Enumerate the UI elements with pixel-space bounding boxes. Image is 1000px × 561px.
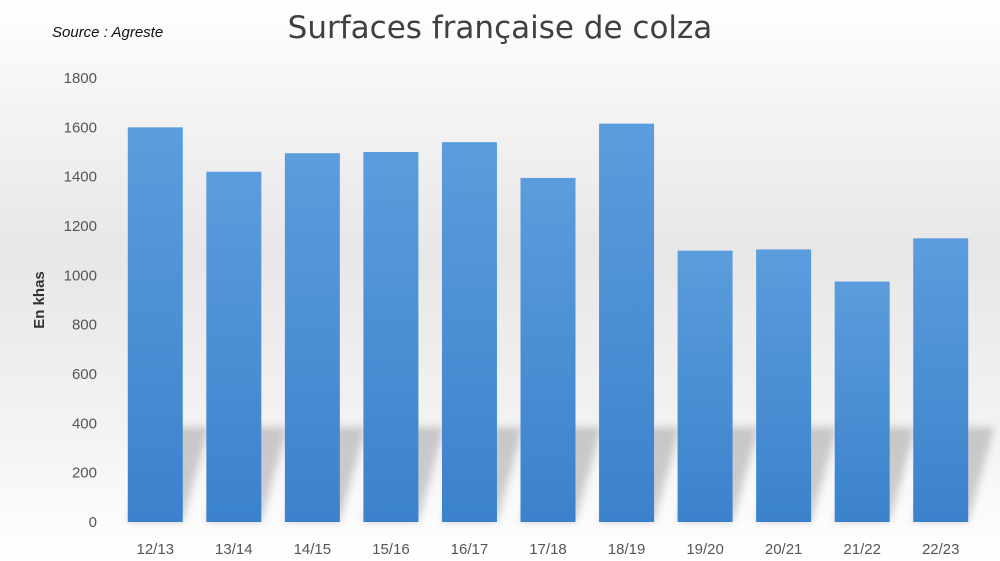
y-axis-label: En khas [31, 271, 48, 329]
bar [206, 171, 262, 522]
bar [284, 153, 340, 522]
y-tick-label: 0 [89, 514, 97, 531]
bar [441, 142, 497, 522]
x-tick-label: 18/19 [608, 541, 646, 558]
bars [127, 123, 969, 523]
y-tick-label: 1800 [64, 70, 97, 87]
x-tick-label: 12/13 [136, 541, 174, 558]
bar [756, 249, 812, 522]
bar [834, 281, 890, 522]
x-tick-label: 20/21 [765, 541, 803, 558]
bar [520, 177, 576, 522]
x-tick-label: 21/22 [843, 541, 881, 558]
y-tick-label: 800 [72, 317, 97, 334]
y-tick-label: 400 [72, 415, 97, 432]
y-tick-label: 1000 [64, 267, 97, 284]
x-tick-label: 13/14 [215, 541, 253, 558]
bar [677, 250, 733, 522]
bar [127, 127, 183, 522]
bar [913, 238, 969, 523]
x-tick-label: 15/16 [372, 541, 410, 558]
chart-source: Source : Agreste [52, 24, 164, 41]
bar [363, 152, 419, 522]
chart-title: Surfaces française de colza [287, 10, 713, 46]
x-axis-ticks: 12/13 13/14 14/15 15/16 16/17 17/18 18/19 19/20… [136, 541, 959, 558]
x-tick-label: 19/20 [686, 541, 724, 558]
x-tick-label: 17/18 [529, 541, 567, 558]
x-tick-label: 16/17 [451, 541, 489, 558]
y-tick-label: 1400 [64, 169, 97, 186]
x-tick-label: 14/15 [294, 541, 332, 558]
y-tick-label: 600 [72, 366, 97, 383]
y-axis-ticks: 0 200 400 600 800 1000 1200 1400 1600 1800 [64, 70, 97, 531]
y-tick-label: 200 [72, 465, 97, 482]
y-tick-label: 1600 [64, 119, 97, 136]
x-tick-label: 22/23 [922, 541, 960, 558]
bar [599, 123, 655, 522]
y-tick-label: 1200 [64, 218, 97, 235]
